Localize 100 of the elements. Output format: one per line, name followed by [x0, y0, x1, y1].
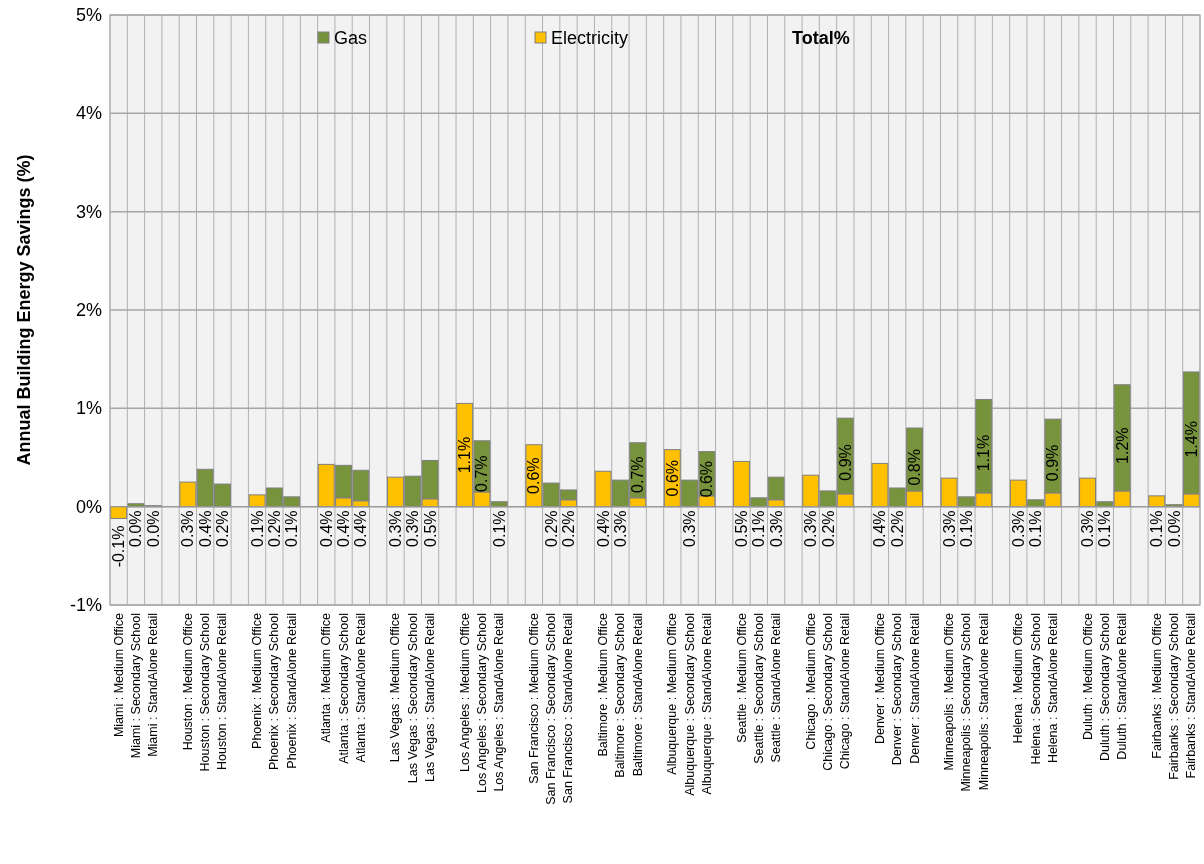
y-tick-label: 3%: [75, 201, 102, 222]
total-label: 0.4%: [196, 510, 214, 547]
total-label: 0.4%: [352, 510, 370, 547]
x-tick-label: Albuquerque : StandAlone Retail: [699, 613, 714, 795]
x-tick-label: Helena : Medium Office: [1011, 612, 1026, 744]
total-label: 0.6%: [663, 459, 681, 497]
x-tick-label: Fairbanks : StandAlone Retail: [1184, 613, 1199, 779]
x-tick-label: Baltimore : Secondary School: [613, 613, 628, 778]
total-label: 0.1%: [1027, 510, 1045, 547]
total-label: 0.6%: [525, 457, 543, 494]
x-tick-label: Minneapolis : Medium Office: [942, 612, 957, 771]
total-label: 0.4%: [335, 510, 353, 547]
x-tick-label: Seattle : StandAlone Retail: [769, 613, 784, 763]
total-label: 0.3%: [611, 510, 629, 547]
total-label: 0.1%: [248, 510, 266, 547]
y-tick-label: 1%: [75, 398, 102, 419]
x-tick-label: Baltimore : StandAlone Retail: [630, 613, 645, 777]
total-label: 0.3%: [1009, 510, 1027, 547]
total-label: 0.3%: [179, 510, 197, 547]
x-tick-label: Chicago : StandAlone Retail: [838, 613, 853, 770]
total-label: 0.5%: [421, 510, 439, 547]
x-tick-label: Duluth : Secondary School: [1097, 613, 1112, 762]
x-tick-label: Fairbanks : Secondary School: [1167, 613, 1182, 780]
total-label: 0.7%: [629, 456, 647, 493]
total-label: 0.1%: [490, 510, 508, 547]
total-label: 0.3%: [386, 510, 404, 547]
x-tick-label: Las Vegas : Secondary School: [405, 613, 420, 784]
total-label: 0.9%: [1044, 444, 1062, 482]
x-tick-label: Phoenix : Medium Office: [250, 612, 265, 749]
total-label: 0.6%: [698, 460, 716, 498]
x-tick-label: Houston : Secondary School: [198, 613, 213, 772]
total-label: 0.3%: [404, 510, 422, 547]
total-label: 1.2%: [1113, 427, 1131, 464]
total-label: 0.2%: [888, 510, 906, 547]
legend-label: Electricity: [551, 28, 629, 48]
x-tick-label: Helena : Secondary School: [1028, 613, 1043, 765]
total-label: 0.1%: [957, 510, 975, 547]
x-tick-label: Denver : Secondary School: [890, 613, 905, 766]
total-label: 0.2%: [542, 510, 560, 547]
x-tick-label: Los Angeles : StandAlone Retail: [492, 613, 507, 792]
total-label: 0.1%: [1148, 510, 1166, 547]
y-axis-title: Annual Building Energy Savings (%): [14, 154, 34, 466]
x-tick-label: Las Vegas : StandAlone Retail: [423, 613, 438, 782]
total-label: 0.1%: [1096, 510, 1114, 547]
total-label: 1.1%: [456, 436, 474, 474]
total-label: 0.4%: [871, 510, 889, 547]
x-tick-label: Miami : Secondary School: [128, 613, 143, 759]
x-tick-label: Fairbanks : Medium Office: [1149, 612, 1164, 759]
x-tick-label: San Francisco : Medium Office: [526, 612, 541, 784]
total-label: 0.2%: [559, 510, 577, 547]
total-label: 0.0%: [1165, 510, 1183, 547]
total-label: 0.9%: [836, 444, 854, 481]
total-label: 0.0%: [127, 510, 145, 547]
x-tick-label: San Francisco : StandAlone Retail: [561, 613, 576, 804]
total-label: 0.8%: [906, 449, 924, 486]
x-tick-label: San Francisco : Secondary School: [544, 613, 559, 805]
total-label: 0.2%: [265, 510, 283, 547]
x-tick-label: Seattle : Medium Office: [734, 612, 749, 743]
total-label: 0.7%: [473, 455, 491, 492]
x-tick-label: Phoenix : Secondary School: [267, 613, 282, 771]
x-tick-label: Duluth : Medium Office: [1080, 612, 1095, 740]
x-tick-label: Seattle : Secondary School: [751, 613, 766, 764]
x-tick-label: Phoenix : StandAlone Retail: [284, 613, 299, 769]
x-tick-label: Baltimore : Medium Office: [596, 612, 611, 757]
total-label: 0.3%: [1079, 510, 1097, 547]
legend-label: Gas: [334, 28, 368, 48]
x-tick-label: Los Angeles : Medium Office: [457, 612, 472, 772]
x-tick-label: Atlanta : Medium Office: [319, 612, 334, 743]
total-label: 1.4%: [1182, 421, 1200, 458]
x-tick-label: Las Vegas : Medium Office: [388, 612, 403, 763]
x-tick-label: Chicago : Secondary School: [821, 613, 836, 771]
x-tick-label: Atlanta : Secondary School: [336, 613, 351, 764]
x-tick-label: Houston : Medium Office: [180, 612, 195, 751]
x-tick-label: Minneapolis : Secondary School: [959, 613, 974, 792]
total-label: 1.1%: [975, 434, 993, 472]
total-label: -0.1%: [110, 525, 128, 568]
x-tick-label: Denver : StandAlone Retail: [907, 613, 922, 764]
x-tick-label: Miami : Medium Office: [111, 612, 126, 738]
x-tick-label: Minneapolis : StandAlone Retail: [976, 613, 991, 791]
y-tick-label: 4%: [75, 103, 102, 124]
x-tick-label: Helena : StandAlone Retail: [1045, 613, 1060, 764]
total-label: 0.2%: [213, 510, 231, 547]
x-tick-label: Chicago : Medium Office: [803, 612, 818, 750]
x-tick-label: Denver : Medium Office: [872, 612, 887, 745]
total-label: 0.3%: [940, 510, 958, 547]
total-label: 0.2%: [819, 510, 837, 547]
x-tick-label: Albuquerque : Secondary School: [682, 613, 697, 796]
x-tick-label: Duluth : StandAlone Retail: [1115, 613, 1130, 760]
x-tick-label: Houston : StandAlone Retail: [215, 613, 230, 771]
total-label: 0.5%: [733, 510, 751, 547]
x-tick-label: Albuquerque : Medium Office: [665, 612, 680, 775]
x-tick-label: Atlanta : StandAlone Retail: [353, 613, 368, 763]
legend-title: Total%: [792, 28, 850, 48]
total-label: 0.3%: [767, 510, 785, 547]
x-tick-label: Los Angeles : Secondary School: [474, 613, 489, 793]
y-tick-label: 2%: [75, 300, 102, 320]
y-tick-label: 0%: [75, 496, 102, 517]
total-label: 0.0%: [144, 510, 162, 547]
total-label: 0.3%: [802, 510, 820, 547]
total-label: 0.4%: [594, 510, 612, 547]
